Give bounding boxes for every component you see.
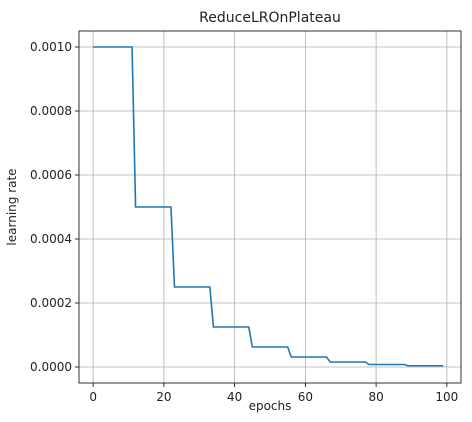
y-tick-label: 0.0000 [30,360,72,374]
y-tick-label: 0.0008 [30,104,72,118]
y-tick-label: 0.0010 [30,40,72,54]
chart-title: ReduceLROnPlateau [199,10,341,26]
y-tick-label: 0.0004 [30,232,72,246]
x-tick-label: 40 [227,390,242,404]
x-tick-label: 80 [368,390,383,404]
y-axis-ticks: 0.0000 0.0002 0.0004 0.0006 0.0008 0.0010 [30,40,79,374]
x-tick-label: 20 [156,390,171,404]
y-axis-label: learning rate [5,168,19,245]
y-tick-label: 0.0006 [30,168,72,182]
x-axis-ticks: 0 20 40 60 80 100 [89,383,458,404]
y-tick-label: 0.0002 [30,296,72,310]
learning-rate-line [93,46,444,367]
x-tick-label: 60 [298,390,313,404]
x-tick-label: 0 [89,390,97,404]
x-axis-label: epochs [249,399,292,413]
plot-frame [78,30,462,384]
x-tick-label: 100 [435,390,458,404]
